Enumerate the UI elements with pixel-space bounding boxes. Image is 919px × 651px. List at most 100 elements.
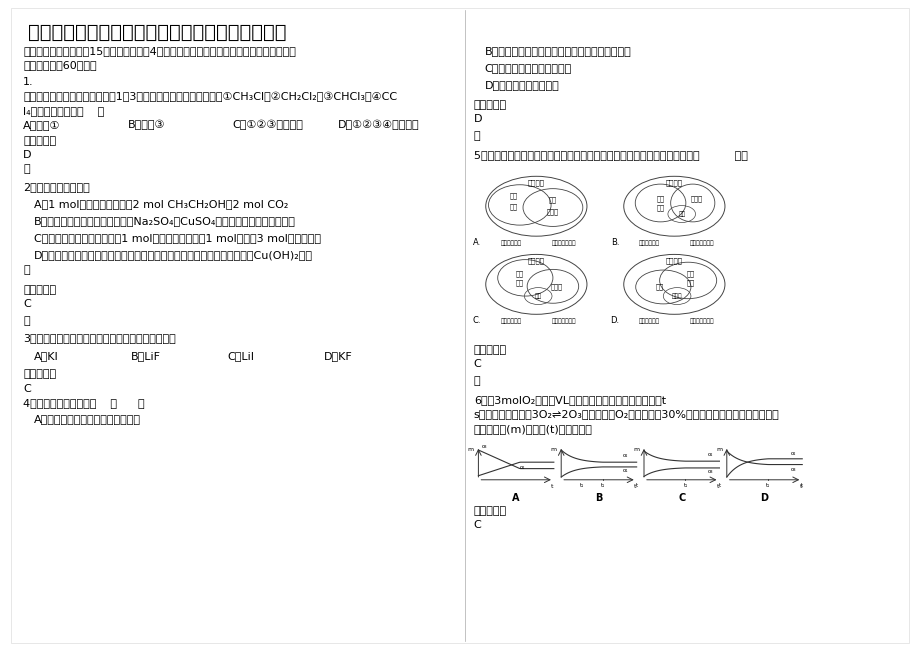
Text: 参考答案：: 参考答案： [23, 369, 56, 380]
Text: 参考答案：: 参考答案： [23, 136, 56, 146]
Text: 化学反应: 化学反应 [665, 257, 682, 264]
Text: 氧化还原反应: 氧化还原反应 [639, 319, 659, 324]
Text: 置换: 置换 [656, 204, 664, 211]
Text: 2．下列说法正确的是: 2．下列说法正确的是 [23, 182, 90, 191]
Text: t₁: t₁ [683, 483, 686, 488]
Text: ．若甲烷与氯气以物质的量之比1：3混合，在光照下得到的产物：①CH₃Cl；②CH₂Cl₂；③CHCl₃；④CC: ．若甲烷与氯气以物质的量之比1：3混合，在光照下得到的产物：①CH₃Cl；②CH… [23, 91, 397, 102]
Text: 化学反应: 化学反应 [665, 179, 682, 186]
Text: 一、单选题（本大题共15个小题，每小题4分。在每小题给出的四个选项中，只有一项符合: 一、单选题（本大题共15个小题，每小题4分。在每小题给出的四个选项中，只有一项符… [23, 46, 296, 55]
Text: C: C [23, 383, 30, 394]
Text: o₃: o₃ [707, 469, 712, 474]
Text: 化合: 化合 [686, 280, 694, 286]
Text: t: t [718, 483, 720, 488]
Text: 复分解: 复分解 [689, 195, 702, 202]
Text: 6．将3molO₂加入到VL的反应器中，在高温下放电，经t: 6．将3molO₂加入到VL的反应器中，在高温下放电，经t [473, 395, 665, 405]
Text: 质的量浓度(m)与时间(t)的关系的是: 质的量浓度(m)与时间(t)的关系的是 [473, 424, 592, 434]
Text: 化合: 化合 [509, 193, 516, 199]
Text: B．LiF: B．LiF [130, 351, 161, 361]
Text: A．互为手性异构体的分子互为镜像: A．互为手性异构体的分子互为镜像 [34, 413, 141, 424]
Text: t: t [800, 483, 802, 488]
Text: t₁: t₁ [766, 483, 769, 488]
Text: 非氧化还原反应: 非氧化还原反应 [689, 319, 713, 324]
Text: D: D [760, 493, 767, 503]
Text: o₂: o₂ [519, 465, 525, 469]
Text: 置换: 置换 [655, 284, 663, 290]
Text: 略: 略 [473, 132, 480, 141]
Text: 湖南省邵阳市塘尾头中学高二化学月考试卷含解析: 湖南省邵阳市塘尾头中学高二化学月考试卷含解析 [28, 23, 286, 42]
Text: 非氧化还原反应: 非氧化还原反应 [689, 241, 713, 246]
Text: 氧化还原反应: 氧化还原反应 [501, 319, 521, 324]
Text: C.: C. [472, 316, 481, 326]
Text: C: C [23, 299, 30, 309]
Text: m: m [550, 447, 556, 452]
Text: 复分解: 复分解 [550, 283, 562, 290]
Text: C．手性异构体分子组成相同: C．手性异构体分子组成相同 [484, 62, 572, 73]
Text: s建立了平衡体系：3O₂⇌2O₃，此时测知O₂的转化率为30%，下列图象能正确表示气体的物: s建立了平衡体系：3O₂⇌2O₃，此时测知O₂的转化率为30%，下列图象能正确表… [473, 409, 778, 419]
Text: C: C [473, 359, 481, 369]
Text: 1.: 1. [23, 77, 34, 87]
Text: D: D [473, 115, 482, 124]
Text: 5．四种基本反应类型与氧化还原反应、非氧化还原反应的关系图正确的是（          ）。: 5．四种基本反应类型与氧化还原反应、非氧化还原反应的关系图正确的是（ ）。 [473, 150, 747, 160]
Text: C: C [677, 493, 685, 503]
Text: o₂: o₂ [622, 452, 628, 458]
Text: o₃: o₃ [789, 467, 795, 471]
Text: m: m [715, 447, 721, 452]
Text: 复分解: 复分解 [546, 208, 559, 215]
Text: 略: 略 [473, 376, 480, 387]
Text: t₁: t₁ [600, 483, 604, 488]
Text: A．只有①: A．只有① [23, 120, 61, 130]
Text: m: m [632, 447, 639, 452]
Text: 非氧化还原反应: 非氧化还原反应 [551, 241, 575, 246]
Text: B．只有③: B．只有③ [128, 120, 165, 130]
Text: D: D [23, 150, 31, 160]
Text: t: t [635, 483, 637, 488]
Text: D.: D. [609, 316, 618, 326]
Text: 氧化还原反应: 氧化还原反应 [639, 241, 659, 246]
Text: D．欲检验蔗糖水解产物是否具有还原性，可向水解后的溶液中加入新制的Cu(OH)₂并加: D．欲检验蔗糖水解产物是否具有还原性，可向水解后的溶液中加入新制的Cu(OH)₂… [34, 251, 312, 260]
Text: 略: 略 [23, 316, 29, 326]
Text: D．手性异构体性质相同: D．手性异构体性质相同 [484, 80, 559, 90]
Text: C．①②③的混合物: C．①②③的混合物 [233, 120, 303, 130]
Text: C: C [473, 520, 481, 530]
Text: 略: 略 [23, 165, 29, 174]
Text: 化合: 化合 [516, 271, 523, 277]
Text: A.: A. [472, 238, 481, 247]
Text: 分解: 分解 [549, 197, 556, 203]
Text: 参考答案：: 参考答案： [473, 506, 506, 516]
Text: m: m [467, 447, 473, 452]
Text: 4．下列说法不正确的是    （      ）: 4．下列说法不正确的是 （ ） [23, 398, 144, 408]
Text: B: B [595, 493, 602, 503]
Text: t: t [799, 484, 801, 489]
Text: t: t [633, 484, 636, 489]
Text: 参考答案：: 参考答案： [23, 284, 56, 295]
Text: 置换: 置换 [516, 280, 523, 286]
Text: 氧化还原反应: 氧化还原反应 [501, 241, 521, 246]
Text: C．油脂不是高分子化合物，1 mol油脂完全水解生成1 mol甘油和3 mol高级脂肪酸: C．油脂不是高分子化合物，1 mol油脂完全水解生成1 mol甘油和3 mol高… [34, 233, 321, 243]
Text: 化合: 化合 [656, 195, 664, 202]
Text: 分解: 分解 [534, 294, 541, 299]
Text: 化学反应: 化学反应 [528, 179, 544, 186]
Text: 参考答案：: 参考答案： [473, 345, 506, 355]
Text: B．利用手性催化剂合成可主要得到一种手性分子: B．利用手性催化剂合成可主要得到一种手性分子 [484, 46, 631, 55]
Text: 热: 热 [23, 265, 29, 275]
Text: 复分解: 复分解 [671, 294, 682, 299]
Text: B.: B. [610, 238, 618, 247]
Text: o₁: o₁ [622, 468, 628, 473]
Text: A．KI: A．KI [34, 351, 59, 361]
Text: 置换: 置换 [509, 203, 516, 210]
Text: C．LiI: C．LiI [227, 351, 254, 361]
Text: t: t [716, 484, 719, 489]
Text: l₄，其中正确的是（    ）: l₄，其中正确的是（ ） [23, 105, 104, 116]
Text: 参考答案：: 参考答案： [473, 100, 506, 110]
Text: B．在鸡蛋清溶液中分别加入饱和Na₂SO₄、CuSO₄溶液，都会因盐析产生沉淀: B．在鸡蛋清溶液中分别加入饱和Na₂SO₄、CuSO₄溶液，都会因盐析产生沉淀 [34, 216, 296, 226]
Text: 非氧化还原反应: 非氧化还原反应 [551, 319, 575, 324]
Text: D．①②③④的混合物: D．①②③④的混合物 [337, 120, 419, 130]
Text: A: A [512, 493, 519, 503]
Text: o₂: o₂ [707, 452, 712, 456]
Text: t₁: t₁ [579, 483, 584, 488]
Text: 分解: 分解 [686, 271, 694, 277]
Text: t: t [550, 484, 553, 489]
Text: o₂: o₂ [789, 450, 795, 456]
Text: 3．下列化合物中阳离子与阴离子的半径比最小的是: 3．下列化合物中阳离子与阴离子的半径比最小的是 [23, 333, 176, 344]
Text: 分解: 分解 [677, 212, 685, 217]
